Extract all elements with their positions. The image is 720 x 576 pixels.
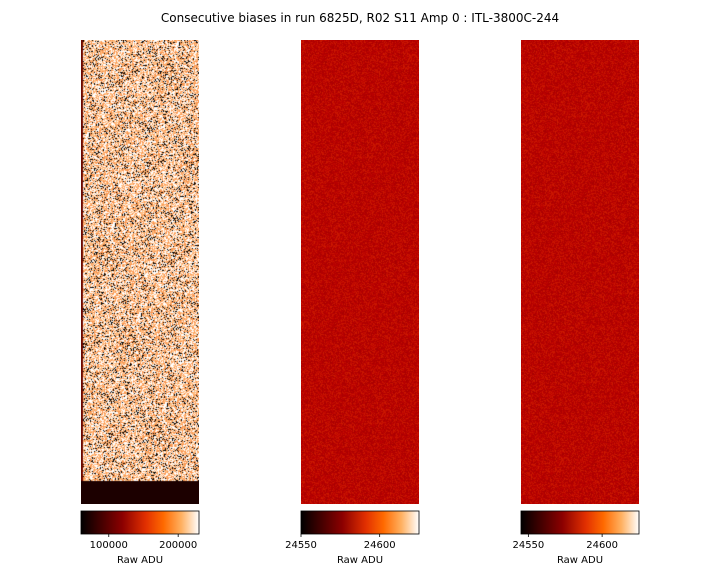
colorbar-tick-label: 24600 [364,540,396,551]
panel-bias-1: 100000 200000 Raw ADU [80,40,200,566]
colorbar-label: Raw ADU [557,555,603,566]
colorbar-frame [80,510,200,535]
colorbar-tick-label: 24550 [285,540,317,551]
colorbar-gradient [521,511,639,534]
heatmap-image [81,40,199,504]
heatmap-image [301,40,419,504]
colorbar-tick-label: 100000 [90,540,128,551]
colorbar-frame [300,510,420,535]
colorbar-tick-label: 24550 [512,540,544,551]
panel-bias-3: 24550 24600 Raw ADU [512,40,640,566]
colorbar-tick-label: 200000 [159,540,197,551]
colorbar: 24550 24600 Raw ADU [512,510,640,566]
colorbar: 24550 24600 Raw ADU [285,510,420,566]
colorbar-gradient [81,511,199,534]
colorbar-frame [520,510,640,535]
colorbar-label: Raw ADU [337,555,383,566]
colorbar-gradient [301,511,419,534]
colorbar-label: Raw ADU [117,555,163,566]
panel-bias-2: 24550 24600 Raw ADU [285,40,420,566]
colorbar-tick-label: 24600 [586,540,618,551]
figure-title: Consecutive biases in run 6825D, R02 S11… [161,11,559,25]
heatmap-image [521,40,639,504]
colorbar: 100000 200000 Raw ADU [80,510,200,566]
